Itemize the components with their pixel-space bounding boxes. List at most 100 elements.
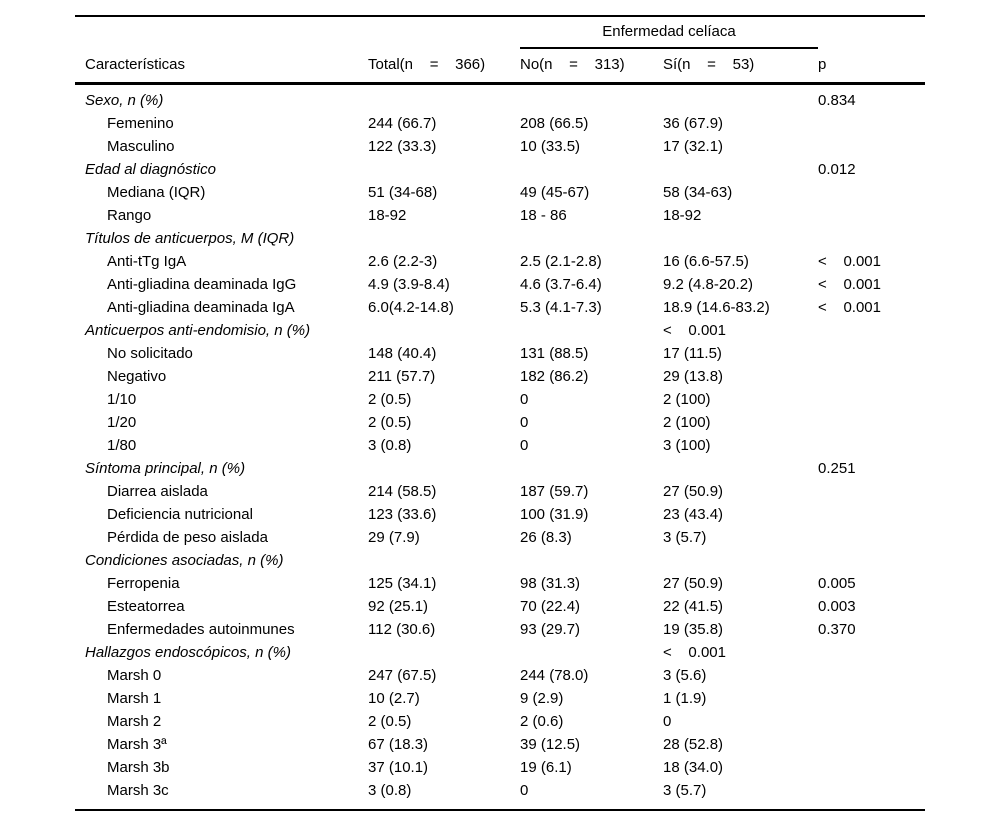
- row-label-cell: Femenino: [107, 115, 174, 132]
- table-row: 1/80 3 (0.8) 0 3 (100): [75, 434, 925, 457]
- row-label-cell: Enfermedades autoinmunes: [107, 621, 295, 638]
- p-value-cell: [818, 112, 925, 135]
- table-row: Marsh 2 2 (0.5) 2 (0.6) 0: [75, 710, 925, 733]
- table-row: Marsh 3c 3 (0.8) 0 3 (5.7): [75, 779, 925, 810]
- si-value-cell: 3 (100): [663, 437, 711, 454]
- row-label-cell: 1/10: [107, 391, 137, 408]
- no-value-cell: 182 (86.2): [520, 368, 589, 385]
- p-value-cell: [818, 227, 925, 250]
- p-value-cell: < 0.001: [818, 276, 881, 293]
- si-value-cell: < 0.001: [663, 644, 726, 661]
- no-value-cell: [520, 457, 663, 480]
- row-label-cell: Anti-gliadina deaminada IgA: [107, 299, 295, 316]
- total-value-cell: 148 (40.4): [368, 345, 437, 362]
- no-value-cell: 26 (8.3): [520, 529, 572, 546]
- p-value-cell: [818, 756, 925, 779]
- total-value-cell: 10 (2.7): [368, 690, 420, 707]
- total-value-cell: [368, 641, 520, 664]
- total-value-cell: 37 (10.1): [368, 759, 429, 776]
- total-value-cell: [368, 158, 520, 181]
- p-value-cell: [818, 204, 925, 227]
- no-value-cell: 187 (59.7): [520, 483, 589, 500]
- clinical-characteristics-table: Enfermedad celíaca Características Total…: [75, 15, 926, 811]
- row-label-cell: Negativo: [107, 368, 167, 385]
- p-value-cell: [818, 342, 925, 365]
- table-row: Condiciones asociadas, n (%): [75, 549, 925, 572]
- table-row: Enfermedades autoinmunes 112 (30.6) 93 (29…: [75, 618, 925, 641]
- total-value-cell: [368, 457, 520, 480]
- si-value-cell: 3 (5.6): [663, 667, 707, 684]
- total-value-cell: 214 (58.5): [368, 483, 437, 500]
- si-value-cell: [663, 227, 818, 250]
- table-body: Sexo, n (%) 0.834 Femenino 244 (66.7) 208 (6…: [75, 84, 925, 811]
- table-row: Masculino 122 (33.3) 10 (33.5) 17 (32.1): [75, 135, 925, 158]
- row-label-cell: Esteatorrea: [107, 598, 185, 615]
- total-value-cell: 2 (0.5): [368, 414, 412, 431]
- paper-table-container: Enfermedad celíaca Características Total…: [75, 15, 926, 811]
- table-row: No solicitado 148 (40.4) 131 (88.5) 17 (11.…: [75, 342, 925, 365]
- row-label-cell: Deficiencia nutricional: [107, 506, 253, 523]
- total-value-cell: 2 (0.5): [368, 713, 412, 730]
- total-value-cell: 29 (7.9): [368, 529, 420, 546]
- si-value-cell: 18 (34.0): [663, 759, 724, 776]
- no-value-cell: [520, 641, 663, 664]
- si-value-cell: 19 (35.8): [663, 621, 724, 638]
- p-value-cell: 0.370: [818, 621, 856, 638]
- table-row: Marsh 3b 37 (10.1) 19 (6.1) 18 (34.0): [75, 756, 925, 779]
- table-row: Sexo, n (%) 0.834: [75, 84, 925, 113]
- table-row: Marsh 0 247 (67.5) 244 (78.0) 3 (5.6): [75, 664, 925, 687]
- no-value-cell: 93 (29.7): [520, 621, 581, 638]
- row-label-cell: Sexo, n (%): [85, 92, 164, 109]
- total-value-cell: 2 (0.5): [368, 391, 412, 408]
- p-value-cell: [818, 733, 925, 756]
- p-value-cell: [818, 710, 925, 733]
- row-label-cell: Diarrea aislada: [107, 483, 208, 500]
- total-value-cell: [368, 227, 520, 250]
- no-value-cell: 5.3 (4.1-7.3): [520, 299, 602, 316]
- row-label-cell: Marsh 3ª: [107, 736, 167, 753]
- p-value-cell: [818, 664, 925, 687]
- p-value-cell: [818, 503, 925, 526]
- si-value-cell: 16 (6.6-57.5): [663, 253, 749, 270]
- p-value-cell: [818, 687, 925, 710]
- no-value-cell: 39 (12.5): [520, 736, 581, 753]
- si-value-cell: 22 (41.5): [663, 598, 724, 615]
- row-label-cell: 1/20: [107, 414, 137, 431]
- table-row: Títulos de anticuerpos, M (IQR): [75, 227, 925, 250]
- row-label-cell: No solicitado: [107, 345, 193, 362]
- row-label-cell: Edad al diagnóstico: [85, 161, 216, 178]
- p-value-cell: < 0.001: [818, 299, 881, 316]
- column-header-si: Sí(n = 53): [663, 48, 819, 85]
- si-value-cell: 17 (11.5): [663, 345, 722, 362]
- table-row: Edad al diagnóstico 0.012: [75, 158, 925, 181]
- total-value-cell: [368, 84, 520, 113]
- p-value-cell: 0.251: [818, 460, 856, 477]
- table-row: Marsh 3ª 67 (18.3) 39 (12.5) 28 (52.8): [75, 733, 925, 756]
- column-header-caracteristicas: Características: [75, 48, 368, 85]
- si-value-cell: 1 (1.9): [663, 690, 707, 707]
- si-value-cell: 3 (5.7): [663, 782, 707, 799]
- no-value-cell: 18 - 86: [520, 207, 567, 224]
- table-row: Síntoma principal, n (%) 0.251: [75, 457, 925, 480]
- total-value-cell: 51 (34-68): [368, 184, 438, 201]
- total-value-cell: 67 (18.3): [368, 736, 429, 753]
- no-value-cell: [520, 158, 663, 181]
- no-value-cell: 0: [520, 414, 529, 431]
- no-value-cell: 0: [520, 782, 529, 799]
- no-value-cell: [520, 549, 663, 572]
- si-value-cell: 17 (32.1): [663, 138, 724, 155]
- p-value-cell: 0.003: [818, 598, 856, 615]
- total-value-cell: 92 (25.1): [368, 598, 429, 615]
- si-value-cell: [663, 549, 818, 572]
- no-value-cell: 2.5 (2.1-2.8): [520, 253, 602, 270]
- total-value-cell: 211 (57.7): [368, 368, 436, 385]
- no-value-cell: [520, 319, 663, 342]
- row-label-cell: Marsh 1: [107, 690, 162, 707]
- p-value-cell: [818, 526, 925, 549]
- table-row: Mediana (IQR) 51 (34-68) 49 (45-67) 58 (34-…: [75, 181, 925, 204]
- si-value-cell: 3 (5.7): [663, 529, 707, 546]
- column-header-no: No(n = 313): [520, 48, 663, 85]
- row-label-cell: Anti-gliadina deaminada IgG: [107, 276, 297, 293]
- si-value-cell: 28 (52.8): [663, 736, 724, 753]
- no-value-cell: 98 (31.3): [520, 575, 581, 592]
